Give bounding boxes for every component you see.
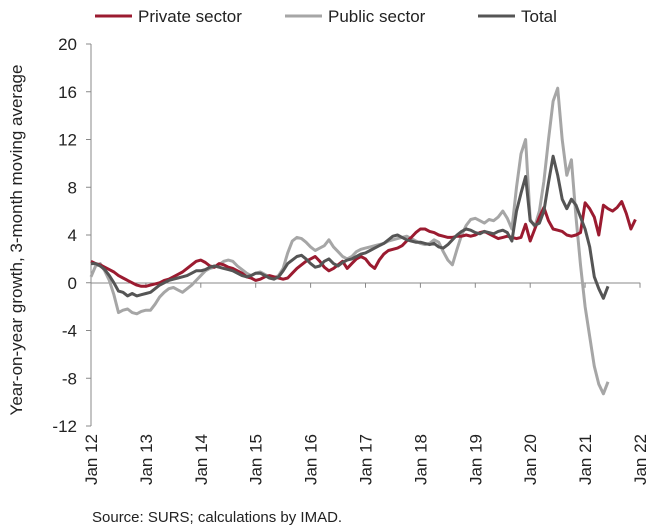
x-tick-label: Jan 22 [631,434,650,485]
series-line-total [91,154,610,300]
y-tick-label: -4 [62,322,77,341]
legend-label-private-sector: Private sector [138,7,242,26]
y-tick-label: -12 [52,417,77,436]
x-tick-label: Jan 15 [247,434,266,485]
y-axis-title: Year-on-year growth, 3-month moving aver… [7,65,26,416]
series-line-public-sector [89,86,610,396]
series-line-private-sector [90,200,637,288]
series-lines [89,86,637,396]
x-tick-label: Jan 20 [521,434,540,485]
x-ticks: Jan 12 Jan 13 Jan 14 Jan 15 Jan 16 Jan 17 Jan … [82,282,650,485]
x-tick-label: Jan 17 [357,434,376,485]
source-note: Source: SURS; calculations by IMAD. [92,509,342,526]
y-tick-label: 20 [58,35,77,54]
y-tick-label: 0 [68,274,77,293]
legend-label-public-sector: Public sector [328,7,426,26]
x-tick-label: Jan 19 [466,434,485,485]
x-tick-label: Jan 12 [82,434,101,485]
x-tick-label: Jan 18 [411,434,430,485]
x-tick-label: Jan 16 [302,434,321,485]
y-ticks: -12 -8 -4 0 4 8 12 16 20 [52,35,91,436]
y-tick-label: 16 [58,83,77,102]
y-tick-label: 8 [68,178,77,197]
x-tick-label: Jan 21 [576,434,595,485]
y-tick-label: 4 [68,226,77,245]
legend-label-total: Total [521,7,557,26]
x-tick-label: Jan 13 [137,434,156,485]
y-tick-label: 12 [58,131,77,150]
legend: Private sector Public sector Total [95,7,557,26]
y-tick-label: -8 [62,369,77,388]
x-tick-label: Jan 14 [192,434,211,485]
